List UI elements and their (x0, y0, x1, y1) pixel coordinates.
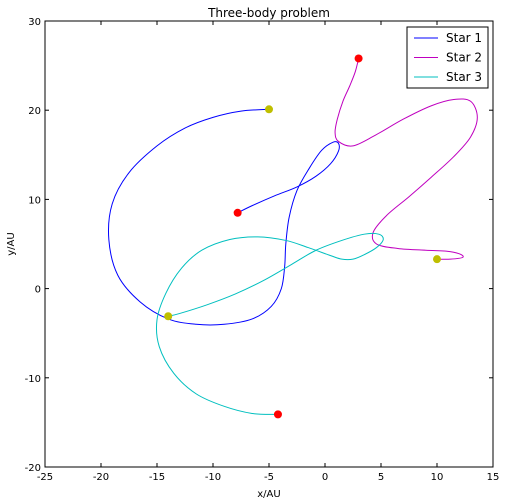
end-marker-3 (164, 312, 172, 320)
y-tick-label: 20 (28, 106, 41, 117)
x-tick-label: 10 (431, 472, 444, 483)
x-tick-label: 5 (378, 472, 384, 483)
legend-entry-2: Star 2 (446, 51, 482, 65)
chart-title: Three-body problem (207, 6, 330, 20)
legend-entry-3: Star 3 (446, 70, 482, 84)
x-tick-label: -20 (93, 472, 109, 483)
plot-area (108, 54, 477, 418)
y-tick-label: 30 (28, 17, 41, 28)
x-axis-label: x/AU (257, 489, 280, 500)
x-tick-label: -10 (205, 472, 221, 483)
legend-entry-1: Star 1 (446, 31, 482, 45)
x-tick-label: -15 (149, 472, 165, 483)
series-line-1 (108, 109, 339, 325)
start-marker-1 (234, 209, 242, 217)
start-marker-2 (355, 54, 363, 62)
y-tick-label: -10 (25, 374, 41, 385)
x-tick-label: 15 (487, 472, 500, 483)
y-tick-label: -20 (25, 463, 41, 474)
end-marker-1 (265, 105, 273, 113)
legend: Star 1 Star 2 Star 3 (407, 27, 488, 88)
y-axis-label: y/AU (6, 232, 17, 255)
end-marker-2 (433, 255, 441, 263)
start-marker-3 (274, 410, 282, 418)
y-tick-label: 10 (28, 195, 41, 206)
x-tick-label: -5 (264, 472, 274, 483)
y-tick-label: 0 (35, 285, 41, 296)
x-tick-label: 0 (322, 472, 328, 483)
series-line-2 (335, 58, 477, 259)
